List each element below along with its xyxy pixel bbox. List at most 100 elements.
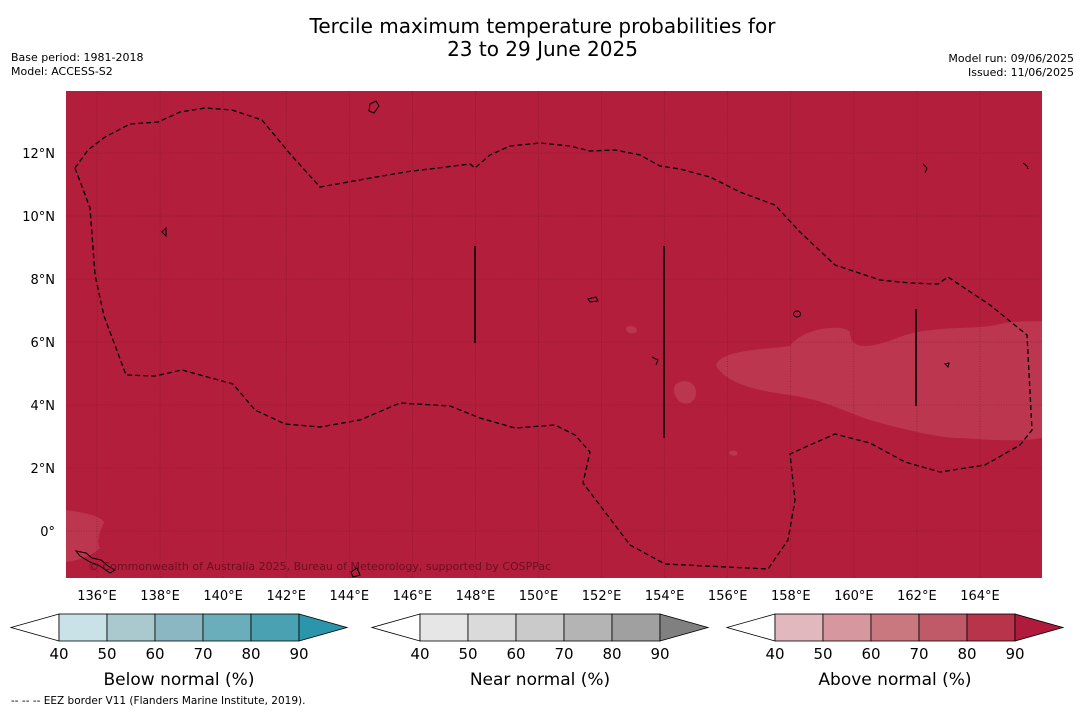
longitude-labels: 136°E 138°E 140°E 142°E 144°E 146°E 148°E 150°E… (77, 589, 1000, 604)
island-2 (161, 226, 167, 238)
legend-segment (515, 613, 565, 642)
patch-small-4 (729, 450, 738, 456)
legend-tick-label: 80 (602, 645, 621, 663)
patch-small-3 (990, 361, 1040, 369)
legend-over-triangle (1014, 613, 1065, 642)
legend-segment (870, 613, 920, 642)
patch-small-2 (626, 325, 637, 334)
longitude-label: 140°E (203, 589, 243, 604)
longitude-label: 148°E (456, 589, 496, 604)
eez-footnote: -- -- -- EEZ border V11 (Flanders Marine… (11, 695, 306, 707)
longitude-label: 138°E (140, 589, 180, 604)
legend-tick-label: 70 (909, 645, 928, 663)
longitude-label: 136°E (77, 589, 117, 604)
longitude-label: 160°E (834, 589, 874, 604)
legend-tick-label: 50 (458, 645, 477, 663)
copyright-notice: © Commonwealth of Australia 2025, Bureau… (88, 560, 551, 573)
legend-segment (467, 613, 517, 642)
patch-southwest (66, 510, 104, 562)
longitude-label: 142°E (266, 589, 306, 604)
latitude-label: 8°N (31, 273, 56, 288)
longitude-label: 164°E (960, 589, 1000, 604)
latitude-label: 12°N (22, 147, 55, 162)
latitude-label: 0° (40, 525, 55, 540)
legends: 40 50 60 70 80 90 Below normal (%) 40 50 60 70 80 90… (9, 613, 1065, 690)
legend-title: Below normal (%) (104, 670, 255, 690)
legend-segment (966, 613, 1016, 642)
island-6 (922, 163, 928, 174)
latitude-labels: 12°N 10°N 8°N 6°N 4°N 2°N 0° (22, 147, 55, 540)
legend-segment (202, 613, 252, 642)
island-8 (74, 550, 116, 574)
legend-2: 40 50 60 70 80 90 Near normal (%) (370, 613, 710, 690)
patch-east (716, 321, 1042, 441)
legend-over-triangle (298, 613, 349, 642)
legend-tick-label: 80 (241, 645, 260, 663)
legend-segment (563, 613, 613, 642)
longitude-label: 154°E (645, 589, 685, 604)
islands (74, 100, 1029, 578)
legend-over-triangle (659, 613, 710, 642)
legend-tick-label: 60 (506, 645, 525, 663)
legend-under-triangle (370, 613, 421, 642)
longitude-label: 144°E (330, 589, 370, 604)
legend-tick-label: 90 (1005, 645, 1024, 663)
legend-tick-label: 50 (813, 645, 832, 663)
longitude-label: 158°E (771, 589, 811, 604)
patch-small-1 (673, 381, 696, 404)
longitude-label: 162°E (897, 589, 937, 604)
latitude-label: 6°N (31, 336, 56, 351)
model-run: Model run: 09/06/2025 (948, 52, 1074, 65)
legend-tick-label: 80 (957, 645, 976, 663)
island-3 (587, 296, 599, 303)
legend-tick-label: 60 (861, 645, 880, 663)
title-line-1: Tercile maximum temperature probabilitie… (309, 14, 776, 38)
issued-date: Issued: 11/06/2025 (967, 66, 1074, 79)
longitude-label: 156°E (708, 589, 748, 604)
island-7 (1022, 162, 1029, 170)
grid-lines (66, 91, 1042, 578)
legend-tick-label: 70 (193, 645, 212, 663)
longitude-label: 152°E (582, 589, 622, 604)
title-line-2: 23 to 29 June 2025 (447, 37, 638, 61)
latitude-label: 10°N (22, 210, 55, 225)
map-background (66, 91, 1042, 578)
meridian-segments (474, 246, 917, 438)
latitude-label: 4°N (31, 399, 56, 414)
map-title: Tercile maximum temperature probabilitie… (0, 15, 1085, 61)
legend-segment (250, 613, 300, 642)
island-4 (793, 310, 801, 318)
longitude-label: 146°E (393, 589, 433, 604)
legend-tick-label: 90 (289, 645, 308, 663)
model-name: Model: ACCESS-S2 (11, 65, 113, 78)
legend-tick-label: 90 (650, 645, 669, 663)
island-1 (368, 100, 380, 114)
longitude-label: 150°E (519, 589, 559, 604)
latitude-label: 2°N (31, 462, 56, 477)
eez-border (74, 107, 1033, 570)
legend-segment (918, 613, 968, 642)
legend-title: Above normal (%) (818, 670, 971, 690)
legend-segment (774, 613, 824, 642)
meta-left: Base period: 1981-2018 Model: ACCESS-S2 (11, 51, 143, 79)
legend-segment (106, 613, 156, 642)
legend-under-triangle (9, 613, 60, 642)
legend-tick-label: 70 (554, 645, 573, 663)
legend-title: Near normal (%) (470, 670, 610, 690)
base-period: Base period: 1981-2018 (11, 51, 144, 64)
legend-tick-label: 60 (145, 645, 164, 663)
legend-tick-label: 40 (410, 645, 429, 663)
legend-under-triangle (725, 613, 776, 642)
island-10 (350, 567, 361, 578)
legend-3: 40 50 60 70 80 90 Above normal (%) (725, 613, 1065, 690)
legend-tick-label: 40 (765, 645, 784, 663)
island-5 (944, 362, 950, 368)
legend-tick-label: 40 (49, 645, 68, 663)
legend-tick-label: 50 (97, 645, 116, 663)
island-9 (651, 356, 659, 366)
probability-patches (66, 321, 1042, 562)
legend-segment (419, 613, 469, 642)
legend-segment (154, 613, 204, 642)
meta-right: Model run: 09/06/2025 Issued: 11/06/2025 (948, 52, 1074, 80)
